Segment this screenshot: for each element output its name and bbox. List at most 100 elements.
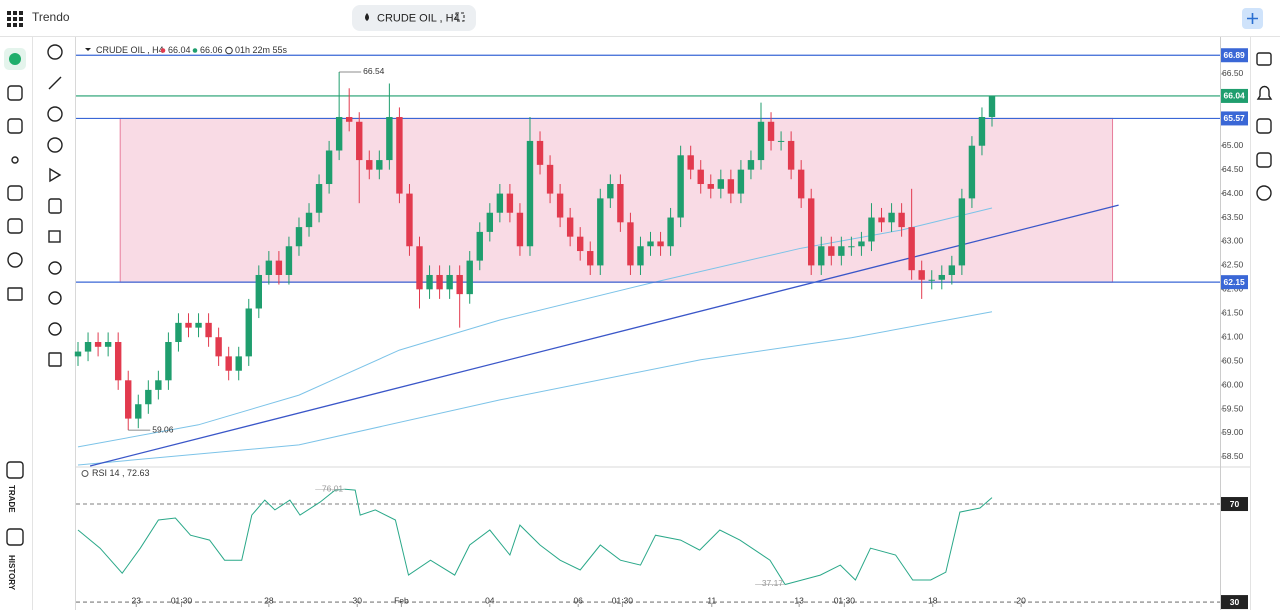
- price-badge: [1221, 111, 1248, 126]
- tool-fib[interactable]: [47, 106, 63, 122]
- candle-body: [345, 116, 353, 122]
- rsi-badge: [1221, 595, 1248, 610]
- history-button[interactable]: [7, 252, 23, 268]
- candle-body: [396, 116, 403, 194]
- candle-body: [155, 380, 162, 390]
- candle-body: [175, 322, 182, 343]
- tool-note[interactable]: [48, 198, 62, 214]
- tool-line[interactable]: [48, 76, 62, 90]
- tool-icons: [47, 44, 63, 367]
- candle-body: [496, 193, 504, 213]
- candle-body: [285, 246, 293, 275]
- tool-delete[interactable]: [48, 352, 62, 367]
- tool-zoom-out[interactable]: [48, 291, 62, 305]
- gift-button[interactable]: [7, 287, 23, 301]
- rsi-title: RSI 14 , 72.63: [92, 468, 150, 478]
- candle-body: [526, 140, 534, 247]
- rsi-settings-icon[interactable]: [81, 470, 89, 477]
- y-tick-label: 65.00: [1222, 140, 1244, 150]
- rsi-annotation: 37.17: [762, 578, 784, 588]
- tool-gann[interactable]: [47, 137, 63, 153]
- candle-body: [356, 121, 363, 161]
- top-bar: [0, 0, 1280, 36]
- candle-body: [697, 169, 704, 185]
- candle-body: [818, 246, 825, 266]
- candle-body: [677, 155, 684, 218]
- oil-icon: [365, 13, 369, 21]
- x-tick-label: 20: [1016, 595, 1026, 605]
- candle-body: [908, 227, 915, 271]
- deposit-button[interactable]: [7, 85, 23, 101]
- y-tick-label: 60.00: [1222, 379, 1244, 389]
- candle-body: [104, 342, 112, 347]
- candle-body: [255, 274, 262, 309]
- candle-body: [406, 193, 413, 247]
- news-button[interactable]: [1256, 118, 1272, 134]
- withdraw-button[interactable]: [7, 118, 23, 134]
- y-tick-label: 61.50: [1222, 308, 1244, 318]
- home-icon: [9, 53, 21, 65]
- candle-body: [828, 246, 835, 256]
- rsi-line: [77, 488, 993, 586]
- y-tick-label: 59.00: [1222, 427, 1244, 437]
- symbol-pill[interactable]: [352, 5, 476, 31]
- candle-body: [536, 140, 544, 165]
- candle-body: [335, 116, 343, 151]
- info-button[interactable]: [1256, 185, 1272, 201]
- collapse-icon[interactable]: [85, 48, 91, 51]
- candle-body: [546, 164, 554, 194]
- candle-body: [215, 337, 222, 357]
- candle-body: [597, 198, 604, 266]
- x-tick-label: Feb: [394, 595, 409, 605]
- menu-icon[interactable]: [7, 11, 23, 27]
- candle-body: [366, 160, 373, 170]
- candle-body: [265, 260, 273, 275]
- tool-copy[interactable]: [48, 230, 61, 243]
- candle-body: [556, 193, 564, 218]
- candle-body: [325, 150, 333, 185]
- candle-body: [777, 140, 785, 142]
- candle-body: [948, 265, 956, 275]
- sidebar-label: TRADE: [7, 485, 16, 513]
- y-tick-label: 59.50: [1222, 403, 1244, 413]
- candle-body: [838, 246, 845, 256]
- candle-body: [607, 184, 614, 199]
- candle-body: [195, 322, 202, 328]
- candle-body: [757, 121, 765, 161]
- candle-body: [235, 356, 242, 371]
- timer-icon: [225, 46, 233, 55]
- rsi-badge: [1221, 497, 1248, 512]
- candle-body: [486, 212, 494, 232]
- candle-body: [476, 231, 483, 261]
- symbol-pill-text: CRUDE OIL , H4: [377, 12, 460, 24]
- analytics-button[interactable]: [7, 185, 23, 201]
- trade-button[interactable]: [6, 461, 24, 479]
- candle-body: [436, 274, 443, 290]
- y-tick-label: 66.50: [1222, 68, 1244, 78]
- alerts-button[interactable]: [1256, 85, 1273, 100]
- y-tick-label: 58.50: [1222, 451, 1244, 461]
- rsi-annotation: 76.01: [322, 484, 344, 494]
- tool-settings[interactable]: [48, 322, 62, 336]
- price-badge-label: 66.04: [1224, 91, 1246, 101]
- chat-button[interactable]: [1256, 52, 1272, 66]
- list-button[interactable]: [1256, 152, 1272, 168]
- y-tick-label: 60.50: [1222, 355, 1244, 365]
- calendar-button[interactable]: [7, 218, 23, 234]
- candle-body: [94, 342, 102, 347]
- x-tick-label: 11: [707, 595, 716, 605]
- candle-body: [516, 212, 524, 247]
- candle-body: [446, 274, 453, 290]
- history-tab-button[interactable]: [6, 528, 24, 546]
- candle-body: [928, 279, 935, 281]
- price-badge: [1221, 88, 1248, 103]
- candle-body: [968, 145, 976, 199]
- moving-average: [77, 207, 993, 448]
- candle-body: [667, 217, 674, 247]
- fullscreen-icon[interactable]: [455, 12, 465, 22]
- tool-cursor[interactable]: [47, 44, 63, 60]
- tool-replay[interactable]: [49, 167, 62, 183]
- tool-zoom-in[interactable]: [48, 261, 62, 275]
- candle-body: [376, 160, 383, 170]
- signals-button[interactable]: [11, 156, 19, 164]
